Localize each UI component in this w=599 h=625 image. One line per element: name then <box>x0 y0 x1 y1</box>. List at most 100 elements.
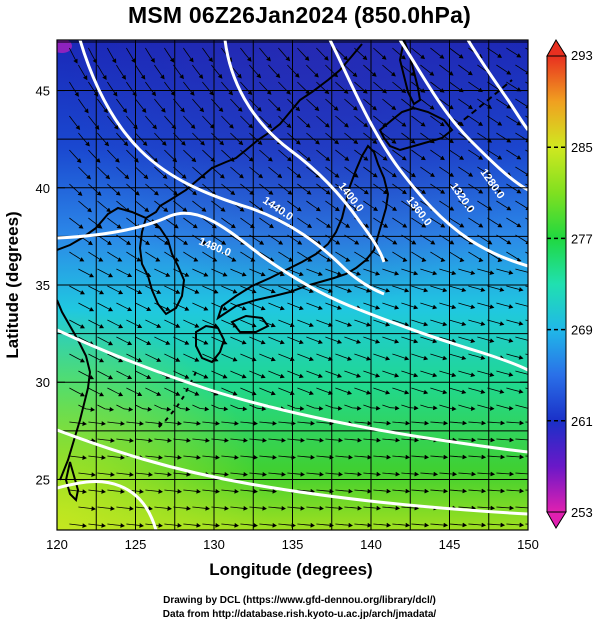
streamline-arrowhead <box>404 390 410 395</box>
streamline-arrowhead <box>442 389 448 395</box>
streamline-arrowhead <box>215 455 220 460</box>
streamline-arrowhead <box>272 523 277 528</box>
streamline-arrowhead <box>481 454 487 460</box>
streamline-arrowhead <box>519 522 525 528</box>
streamline-arrowhead <box>80 392 85 397</box>
streamline-arrowhead <box>394 271 400 276</box>
streamline-arrowhead <box>385 322 391 327</box>
streamline-arrowhead <box>96 191 102 196</box>
streamline-arrowhead <box>395 505 401 511</box>
streamline-arrowhead <box>401 88 407 94</box>
streamline-arrowhead <box>536 53 540 56</box>
streamline-arrowhead <box>356 271 361 276</box>
streamline-arrowhead <box>194 391 200 396</box>
streamline-arrowhead <box>508 304 514 309</box>
streamline-arrowhead <box>335 240 341 245</box>
streamline-arrowhead <box>345 257 351 262</box>
streamline-arrowhead <box>73 58 78 64</box>
coastline-sakhalin <box>398 40 422 106</box>
colorbar-label: 261 <box>571 414 593 429</box>
streamline-arrowhead <box>508 270 514 275</box>
streamline-arrowhead <box>152 124 157 130</box>
streamline-arrowhead <box>118 392 124 397</box>
streamline-arrowhead <box>156 391 162 396</box>
streamline-arrowhead <box>325 156 331 162</box>
streamline-arrowhead <box>357 471 362 477</box>
streamline-arrowhead <box>122 108 128 114</box>
streamline-arrowhead <box>124 174 130 180</box>
streamline-arrowhead <box>442 287 448 293</box>
streamline-arrowhead <box>110 472 115 477</box>
streamline-arrowhead <box>324 89 330 95</box>
streamline-arrowhead <box>243 472 248 477</box>
streamline-arrowhead <box>461 287 467 292</box>
streamline-arrowhead <box>367 454 372 460</box>
streamline-arrowhead <box>243 506 248 511</box>
streamline-arrowhead <box>237 73 242 79</box>
streamline-arrowhead <box>241 272 247 277</box>
streamline-arrowhead <box>234 421 239 426</box>
streamline-arrowhead <box>410 139 416 144</box>
streamline-arrowhead <box>209 90 214 96</box>
streamline-arrowhead <box>277 207 283 212</box>
streamline-arrowhead <box>253 489 258 494</box>
streamline-arrowhead <box>392 240 398 245</box>
streamline-arrowhead <box>300 506 305 511</box>
streamline-arrowhead <box>363 156 369 161</box>
streamline-arrowhead <box>459 189 465 194</box>
streamline-arrowhead <box>386 522 392 528</box>
streamline-arrowhead <box>108 273 114 278</box>
streamline-arrowhead <box>295 73 300 78</box>
streamline-arrowhead <box>372 72 377 77</box>
streamline-arrowhead <box>95 158 101 163</box>
streamline-arrowhead <box>413 373 419 378</box>
streamline-arrowhead <box>451 304 457 310</box>
streamline-arrowhead <box>306 156 312 162</box>
streamline-arrowhead <box>404 288 410 293</box>
streamline-arrowhead <box>165 340 171 345</box>
streamline-arrowhead <box>279 305 285 311</box>
streamline-arrowhead <box>536 121 540 124</box>
streamline-arrowhead <box>270 357 276 362</box>
streamline-arrowhead <box>536 155 540 159</box>
streamline-arrowhead <box>421 189 426 194</box>
streamline-arrowhead <box>99 392 105 397</box>
streamline-arrowhead <box>184 374 190 379</box>
streamline-arrowhead <box>287 190 293 195</box>
streamline-arrowhead <box>234 523 239 528</box>
streamline-arrowhead <box>423 287 429 293</box>
contour-1480 <box>57 211 528 372</box>
streamline-arrowhead <box>141 74 146 80</box>
streamline-arrowhead <box>536 223 540 227</box>
streamline-arrowhead <box>481 420 487 426</box>
x-tick-label: 125 <box>125 537 147 552</box>
streamline-arrowhead <box>337 406 343 411</box>
streamline-arrowhead <box>364 223 370 228</box>
streamline-arrowhead <box>86 174 92 180</box>
streamline-arrowhead <box>220 174 225 179</box>
x-tick-label: 150 <box>517 537 539 552</box>
streamline-arrowhead <box>198 74 204 79</box>
streamline-arrowhead <box>329 522 334 528</box>
streamline-arrowhead <box>354 206 359 212</box>
streamline-arrowhead <box>519 454 525 460</box>
streamline-arrowhead <box>367 420 372 426</box>
streamline-arrowhead <box>167 472 172 477</box>
streamline-arrowhead <box>518 389 524 394</box>
contour-1280 <box>466 40 528 131</box>
streamline-arrowhead <box>84 108 89 114</box>
streamline-arrowhead <box>347 390 352 395</box>
streamline-arrowhead <box>251 357 257 362</box>
streamline-arrowhead <box>179 74 184 80</box>
streamline-arrowhead <box>392 206 397 211</box>
streamline-arrowhead <box>237 107 243 112</box>
streamline-arrowhead <box>215 489 220 494</box>
streamline-arrowhead <box>148 506 153 511</box>
streamline-arrowhead <box>401 122 407 127</box>
streamline-arrowhead <box>194 323 200 328</box>
streamline-arrowhead <box>229 124 234 129</box>
streamline-arrowhead <box>215 421 220 426</box>
streamline-arrowhead <box>299 339 304 345</box>
streamline-arrowhead <box>490 437 496 443</box>
streamline-arrowhead <box>184 306 190 311</box>
